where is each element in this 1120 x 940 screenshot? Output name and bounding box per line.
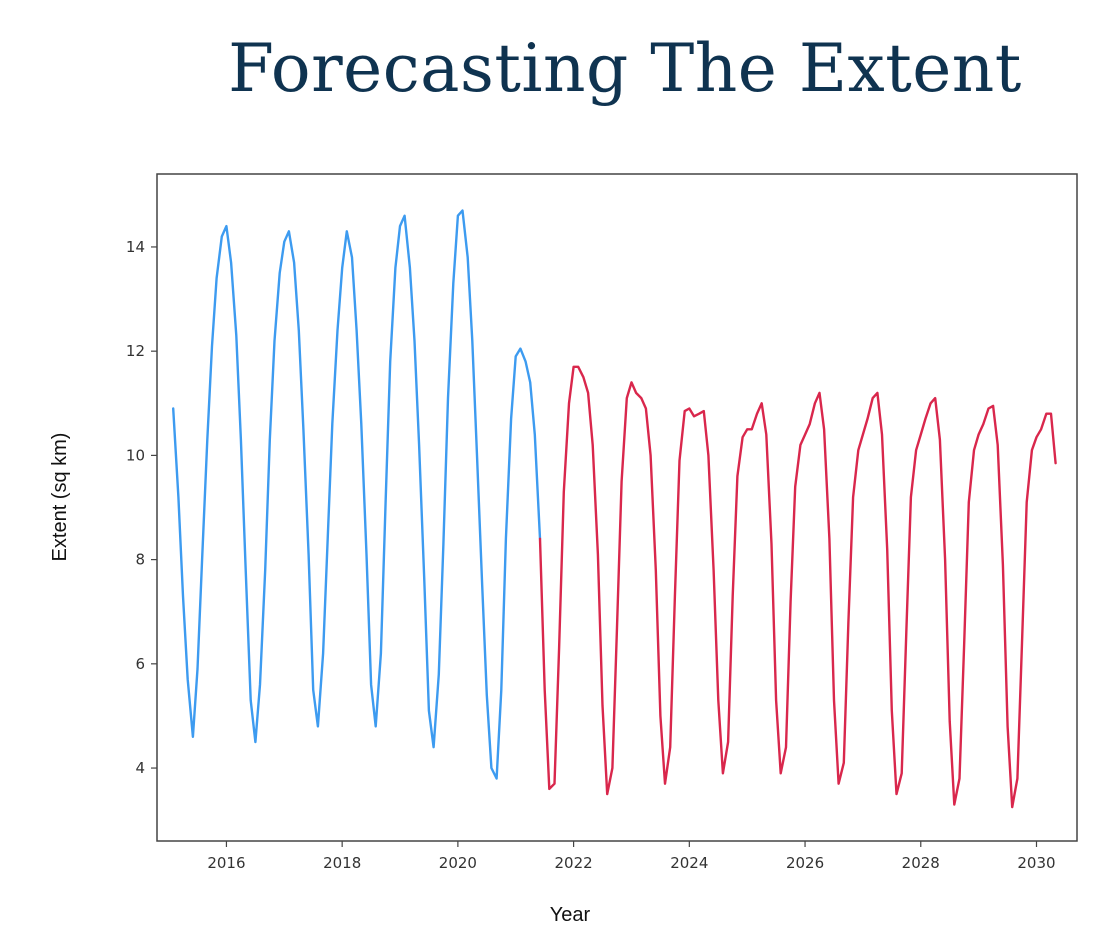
x-tick-label: 2026 [786, 854, 824, 872]
y-axis-ticks: 4 6 8 10 12 14 [126, 238, 157, 777]
x-axis-title: Year [550, 904, 591, 926]
y-tick-label: 8 [135, 551, 145, 569]
observed-series-line [172, 209, 542, 780]
y-tick-label: 14 [126, 238, 145, 256]
x-axis-ticks: 2016 2018 2020 2022 2024 2026 2028 2030 [207, 841, 1056, 872]
x-tick-label: 2016 [207, 854, 245, 872]
x-tick-label: 2022 [555, 854, 593, 872]
x-tick-label: 2028 [902, 854, 940, 872]
y-tick-label: 6 [135, 655, 145, 673]
y-tick-label: 4 [135, 759, 145, 777]
x-tick-label: 2030 [1017, 854, 1055, 872]
x-tick-label: 2018 [323, 854, 361, 872]
x-tick-label: 2020 [439, 854, 477, 872]
page-title: Forecasting The Extent [228, 30, 1022, 107]
y-tick-label: 10 [126, 446, 145, 464]
forecast-series-line [538, 365, 1057, 809]
y-axis-title: Extent (sq km) [49, 433, 71, 562]
plot-frame [156, 173, 1078, 842]
x-tick-label: 2024 [670, 854, 708, 872]
y-tick-label: 12 [126, 342, 145, 360]
series-layer [172, 209, 1057, 809]
